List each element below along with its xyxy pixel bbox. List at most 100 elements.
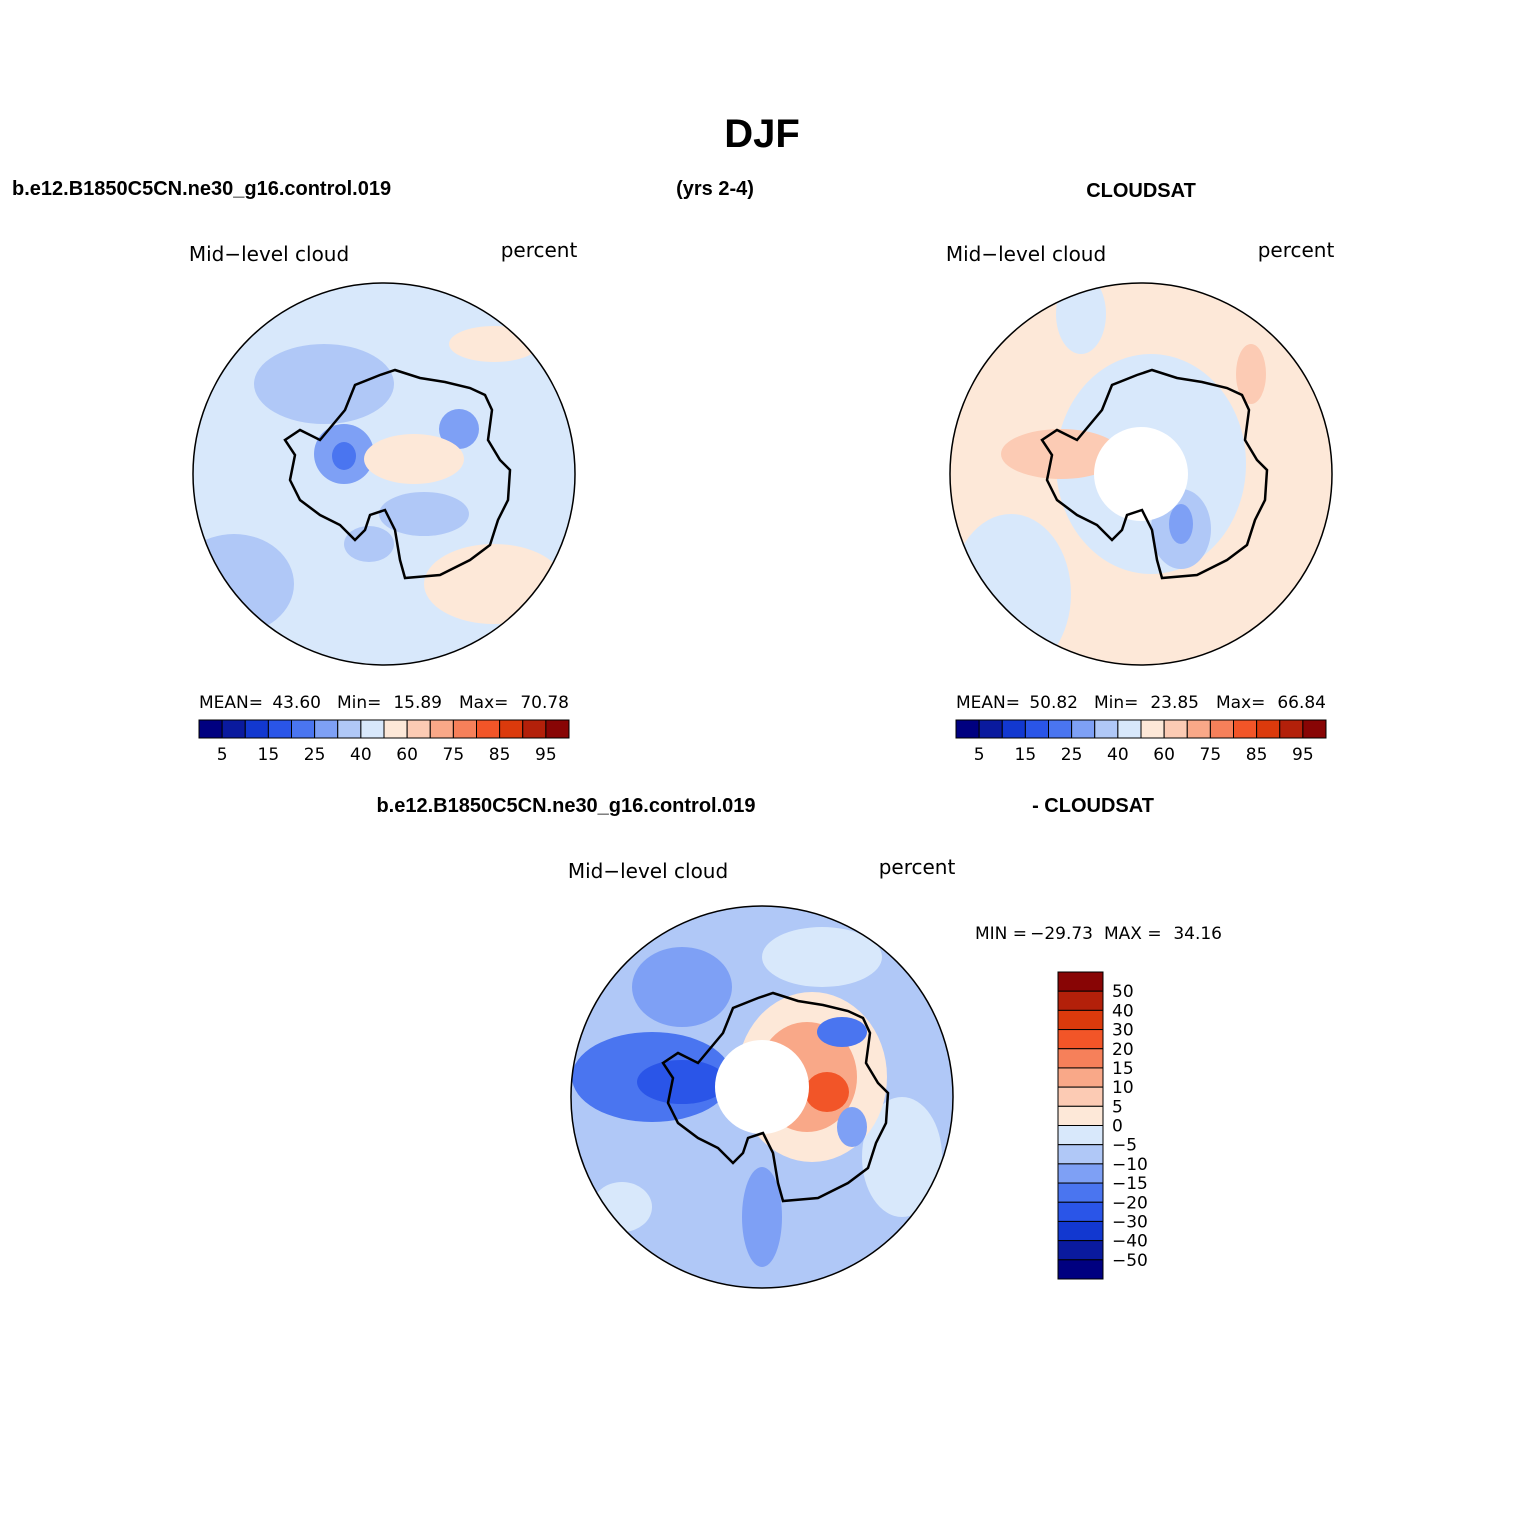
diff-left-label: Mid−level cloud (568, 859, 728, 883)
colorbar-box (337, 719, 362, 739)
stat-value: 23.85 (1150, 693, 1199, 713)
panel-right-label: percent (1258, 238, 1335, 262)
colorbar-box (1279, 719, 1304, 739)
stat-value: 43.60 (272, 693, 321, 713)
colorbar-label: 95 (1292, 745, 1314, 765)
colorbar-box (383, 719, 408, 739)
colorbar-label: 5 (217, 745, 228, 765)
map-obs (949, 282, 1333, 666)
colorbar-label: 5 (974, 745, 985, 765)
stat-label: Max= (1216, 693, 1265, 713)
colorbar-box (1186, 719, 1211, 739)
colorbar-box (198, 719, 223, 739)
stat-value: −29.73 (1030, 924, 1093, 944)
colorbar-label: 40 (350, 745, 372, 765)
colorbar-box (1057, 1105, 1104, 1126)
colorbar-box (1163, 719, 1188, 739)
colorbar-box (1057, 1144, 1104, 1165)
stat-label: Min= (1094, 693, 1138, 713)
map-model (192, 282, 576, 666)
colorbar-box (545, 719, 570, 739)
colorbar-box (1256, 719, 1281, 739)
colorbar-box (1057, 1259, 1104, 1280)
colorbar-label: −50 (1112, 1251, 1148, 1271)
colorbar-box (1209, 719, 1234, 739)
colorbar-label: 5 (1112, 1097, 1123, 1117)
header-center: (yrs 2-4) (676, 178, 754, 200)
colorbar-label: 0 (1112, 1117, 1123, 1137)
colorbar-label: −10 (1112, 1155, 1148, 1175)
diff-header-left: b.e12.B1850C5CN.ne30_g16.control.019 (376, 795, 755, 817)
stat-label: Max= (459, 693, 508, 713)
colorbar-box (1057, 1220, 1104, 1242)
colorbar-label: 75 (1200, 745, 1222, 765)
colorbar-box (522, 719, 547, 739)
colorbar-box (1057, 1201, 1104, 1222)
colorbar-box (1024, 719, 1049, 739)
colorbar-label: 10 (1112, 1078, 1134, 1098)
colorbar-box (1057, 1182, 1104, 1203)
colorbar-label: 25 (1061, 745, 1083, 765)
colorbar-box (221, 719, 246, 739)
stat-value: 66.84 (1277, 693, 1326, 713)
colorbar-label: 85 (489, 745, 511, 765)
colorbar-box (244, 719, 269, 739)
colorbar-label: 40 (1107, 745, 1129, 765)
stat-value: 70.78 (520, 693, 569, 713)
colorbar-label: −20 (1112, 1193, 1148, 1213)
colorbar-box (1302, 719, 1327, 739)
colorbar-label: 20 (1112, 1040, 1134, 1060)
colorbar-box (1057, 1009, 1104, 1031)
colorbar-box (1094, 719, 1119, 739)
colorbar-label: 15 (1015, 745, 1037, 765)
colorbar-box (476, 719, 501, 739)
colorbar-box (1057, 1240, 1104, 1261)
colorbar-box (267, 719, 292, 739)
colorbar-box (1057, 1163, 1104, 1184)
colorbar-label: 15 (1112, 1059, 1134, 1079)
colorbar-box (1057, 1048, 1104, 1069)
colorbar-box (499, 719, 524, 739)
colorbar-label: 75 (443, 745, 465, 765)
colorbar-label: 60 (396, 745, 418, 765)
title: DJF (724, 112, 800, 156)
stat-label: MIN = (975, 924, 1027, 944)
colorbar-box (1057, 1125, 1104, 1146)
colorbar-box (1057, 990, 1104, 1011)
stat-value: 34.16 (1173, 924, 1222, 944)
stat-value: 15.89 (393, 693, 442, 713)
colorbar-box (360, 719, 385, 739)
colorbar-label: 25 (304, 745, 326, 765)
colorbar-label: −5 (1112, 1136, 1137, 1156)
stat-label: Min= (337, 693, 381, 713)
colorbar-label: −15 (1112, 1174, 1148, 1194)
panel-left-label: Mid−level cloud (189, 242, 349, 266)
colorbar-label: 30 (1112, 1021, 1134, 1041)
colorbar-box (955, 719, 980, 739)
colorbar-label: 50 (1112, 982, 1134, 1002)
colorbar-label: −30 (1112, 1212, 1148, 1232)
header-right: CLOUDSAT (1086, 180, 1196, 202)
colorbar-label: 95 (535, 745, 557, 765)
colorbar-box (429, 719, 454, 739)
colorbar-box (1140, 719, 1165, 739)
colorbar-box (1048, 719, 1073, 739)
stat-label: MEAN= (956, 693, 1020, 713)
stat-value: 50.82 (1029, 693, 1078, 713)
colorbar-box (1071, 719, 1096, 739)
header-left: b.e12.B1850C5CN.ne30_g16.control.019 (12, 178, 391, 200)
colorbar-box (314, 719, 339, 739)
colorbar-box (1117, 719, 1142, 739)
colorbar-box (1057, 1029, 1104, 1050)
colorbar-label: −40 (1112, 1232, 1148, 1252)
panel-right-label: percent (501, 238, 578, 262)
colorbar-box (1233, 719, 1258, 739)
colorbar-label: 60 (1153, 745, 1175, 765)
colorbar-label: 15 (258, 745, 280, 765)
colorbar-box (978, 719, 1003, 739)
diff-right-label: percent (879, 855, 956, 879)
colorbar-label: 85 (1246, 745, 1268, 765)
stat-label: MAX = (1104, 924, 1162, 944)
colorbar-label: 40 (1112, 1001, 1134, 1021)
